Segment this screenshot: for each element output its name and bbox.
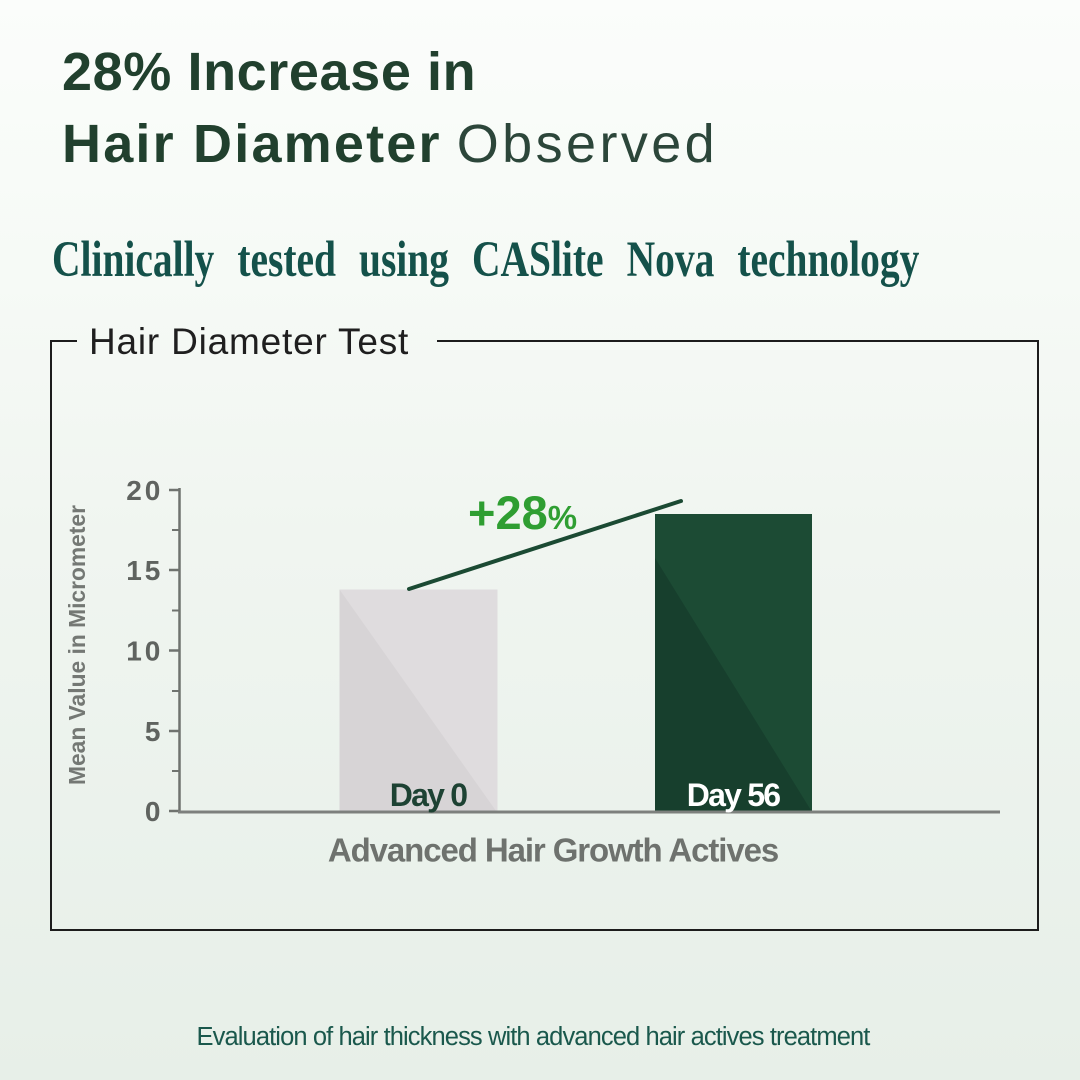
- svg-text:5: 5: [145, 716, 164, 747]
- svg-text:+28%: +28%: [468, 486, 577, 539]
- svg-text:Day 0: Day 0: [390, 777, 467, 813]
- svg-text:Day 56: Day 56: [687, 777, 780, 813]
- svg-text:Advanced Hair Growth Actives: Advanced Hair Growth Actives: [328, 832, 778, 869]
- svg-text:20: 20: [126, 475, 163, 506]
- svg-text:0: 0: [145, 796, 164, 827]
- svg-text:10: 10: [126, 636, 163, 667]
- svg-text:Mean Value in Micrometer: Mean Value in Micrometer: [64, 505, 90, 785]
- svg-text:15: 15: [126, 555, 163, 586]
